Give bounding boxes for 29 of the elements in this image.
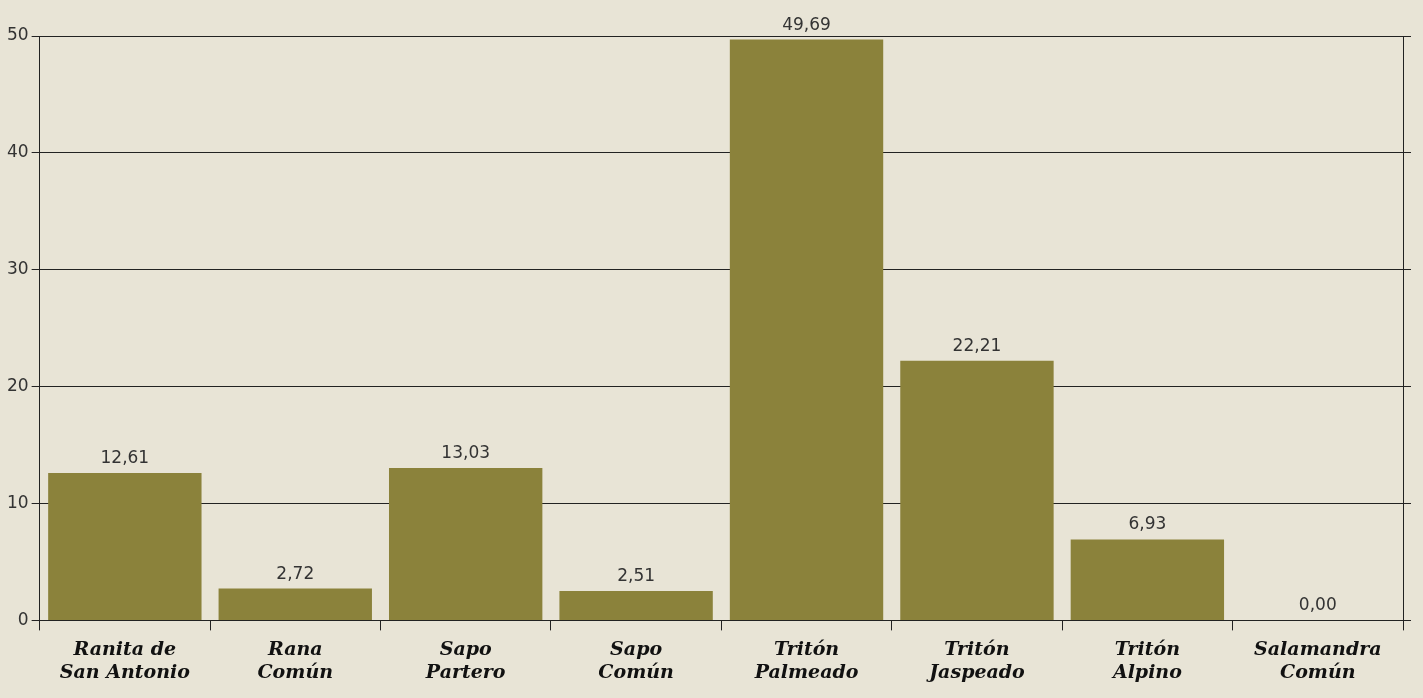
x-tick-label: Tritón Palmeado	[753, 636, 859, 682]
x-tick-label: Tritón Jaspeado	[926, 636, 1026, 682]
x-tick-label: Rana Común	[257, 636, 334, 682]
data-label: 12,61	[100, 446, 150, 467]
bar	[559, 591, 713, 620]
data-label: 13,03	[441, 442, 491, 463]
x-tick-label: Tritón Alpino	[1110, 636, 1183, 682]
bar	[48, 473, 202, 620]
bar	[729, 39, 884, 620]
x-tick-label: Salamandra Común	[1254, 636, 1382, 682]
bar	[1070, 539, 1225, 620]
bar	[900, 360, 1054, 620]
x-tick-label: Ranita de San Antonio	[59, 636, 191, 682]
x-tick-label: Sapo Común	[598, 636, 674, 682]
y-tick-label: 40	[6, 141, 29, 162]
data-label: 6,93	[1128, 513, 1167, 534]
y-tick-label: 0	[17, 608, 29, 629]
data-label: 22,21	[952, 334, 1002, 355]
y-tick-label: 50	[6, 24, 29, 45]
data-label: 2,72	[276, 562, 315, 583]
data-label: 2,51	[617, 564, 656, 585]
data-label: 49,69	[782, 13, 831, 34]
y-tick-label: 20	[6, 375, 29, 396]
y-tick-label: 10	[6, 491, 29, 512]
bar	[389, 468, 543, 620]
x-tick-label: Sapo Partero	[424, 636, 506, 682]
bar	[218, 588, 372, 620]
y-tick-label: 30	[6, 258, 29, 279]
data-label: 0,00	[1298, 594, 1337, 615]
